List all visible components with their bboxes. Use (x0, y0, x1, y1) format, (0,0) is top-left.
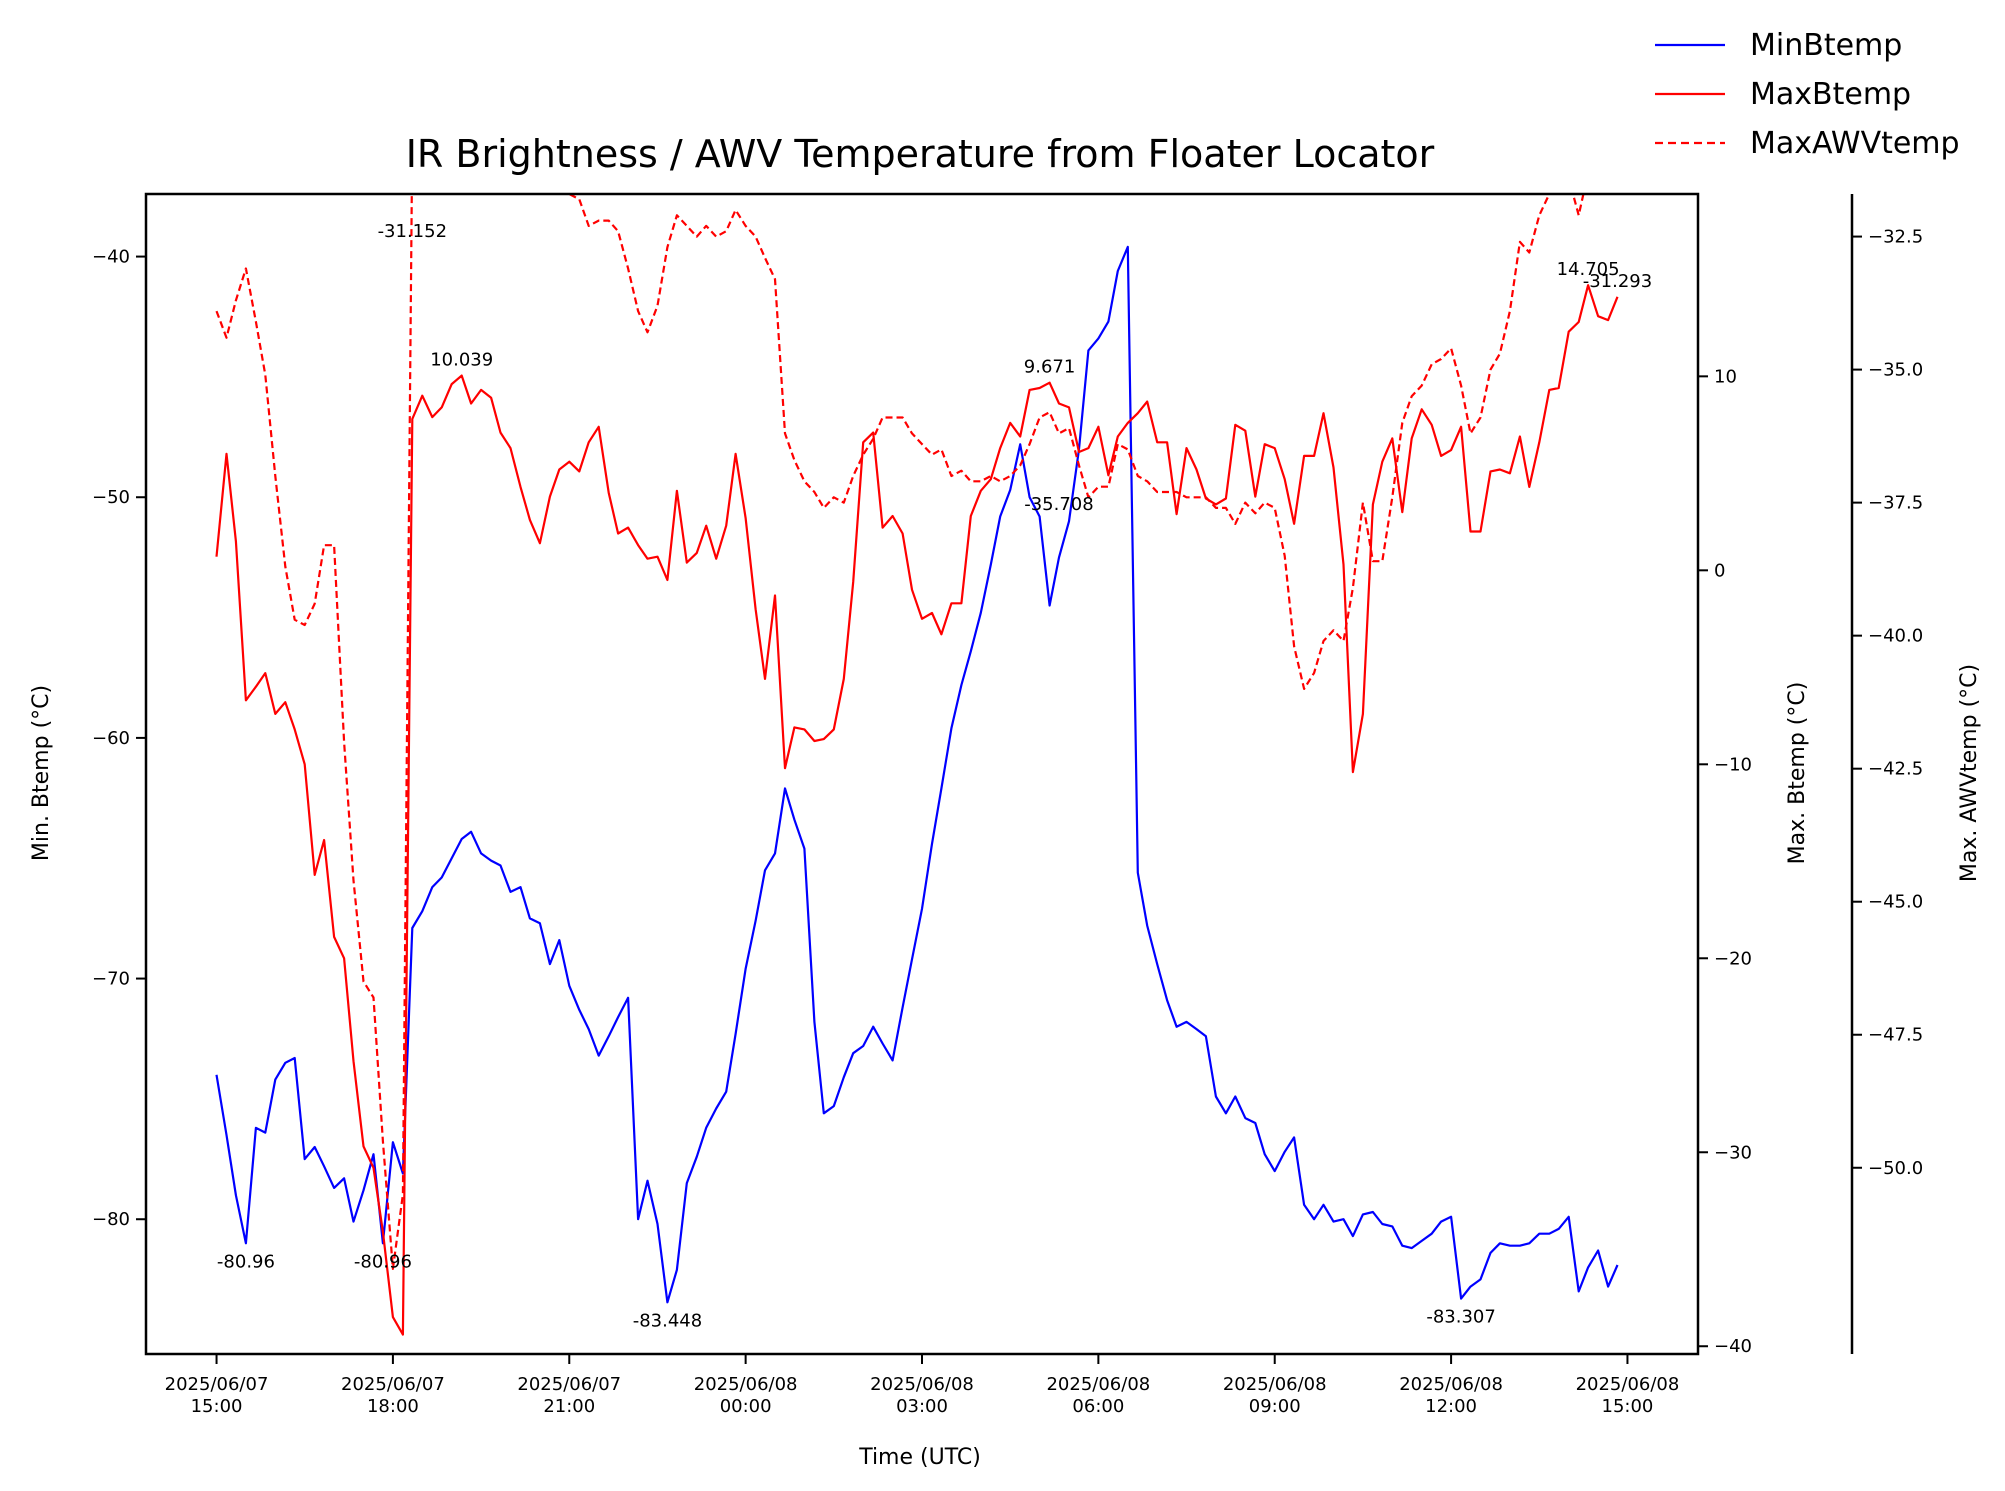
x-tick-label-date: 2025/06/07 (165, 1374, 269, 1395)
y2-tick-label: 10 (1714, 366, 1737, 387)
y1-tick-label: −50 (92, 487, 130, 508)
series-line-maxawvtemp (215, 194, 1585, 1270)
data-annotation: 9.671 (1024, 357, 1076, 378)
x-tick-label-time: 12:00 (1425, 1396, 1477, 1417)
y2-tick-label: 0 (1714, 560, 1725, 581)
x-tick-label-date: 2025/06/07 (517, 1374, 621, 1395)
annotations: -80.96 -80.96 -83.448 -83.307 -31.152 10.039 9… (217, 221, 1652, 1331)
plot-area (144, 192, 1700, 1356)
x-tick-label-time: 09:00 (1249, 1396, 1301, 1417)
y1-tick-label: −60 (92, 728, 130, 749)
x-tick-label-time: 15:00 (1602, 1396, 1654, 1417)
y1-tick-label: −80 (92, 1209, 130, 1230)
y2-tick-label: −40 (1714, 1336, 1752, 1357)
y3-tick-label: −35.0 (1868, 360, 1923, 381)
plot-frame (144, 192, 1700, 1356)
y3-tick-label: −47.5 (1868, 1025, 1923, 1046)
y3-tick-label: −45.0 (1868, 892, 1923, 913)
x-axis-label: Time (UTC) (858, 1445, 981, 1470)
y2-tick-label: −20 (1714, 948, 1752, 969)
y3-tick-label: −42.5 (1868, 759, 1923, 780)
x-tick-label-time: 00:00 (720, 1396, 772, 1417)
data-annotation: -31.152 (378, 221, 447, 242)
x-axis: 2025/06/0715:002025/06/0718:002025/06/07… (165, 1354, 1680, 1417)
data-annotation: -31.293 (1583, 271, 1652, 292)
x-tick-label-time: 21:00 (543, 1396, 595, 1417)
y2-axis: 10 0 −10 −20 −30 −40 (1698, 366, 1752, 1357)
legend-label-maxawvtemp: MaxAWVtemp (1750, 126, 1960, 161)
y2-tick-label: −30 (1714, 1142, 1752, 1163)
data-annotation: -83.307 (1426, 1307, 1495, 1328)
x-tick-label-date: 2025/06/07 (341, 1374, 445, 1395)
x-tick-label-date: 2025/06/08 (1046, 1374, 1150, 1395)
y3-tick-label: −40.0 (1868, 626, 1923, 647)
y3-tick-label: −50.0 (1868, 1158, 1923, 1179)
series-line-minbtemp (215, 245, 1619, 1304)
data-annotation: 10.039 (430, 350, 493, 371)
y3-axis-label: Max. AWVtemp (°C) (1957, 664, 1982, 882)
x-tick-label-date: 2025/06/08 (1223, 1374, 1327, 1395)
x-tick-label-time: 03:00 (896, 1396, 948, 1417)
data-annotation: 14.705 (1557, 259, 1620, 280)
x-tick-label-date: 2025/06/08 (1576, 1374, 1680, 1395)
legend-label-minbtemp: MinBtemp (1750, 28, 1902, 63)
x-tick-label-time: 18:00 (367, 1396, 419, 1417)
chart-title: IR Brightness / AWV Temperature from Flo… (406, 132, 1435, 176)
x-tick-label-date: 2025/06/08 (694, 1374, 798, 1395)
y3-tick-label: −32.5 (1868, 227, 1923, 248)
y2-tick-label: −10 (1714, 754, 1752, 775)
series-line-maxbtemp (215, 284, 1619, 1336)
y3-tick-label: −37.5 (1868, 493, 1923, 514)
x-tick-label-date: 2025/06/08 (1399, 1374, 1503, 1395)
data-annotation: -35.708 (1024, 494, 1093, 515)
data-annotation: -80.96 (354, 1251, 412, 1272)
legend: MinBtemp MaxBtemp MaxAWVtemp (1655, 28, 1960, 161)
y3-axis: −32.5 −35.0 −37.5 −40.0 −42.5 −45.0 −47.5 −50.0 (1852, 227, 1923, 1179)
x-tick-label-time: 06:00 (1072, 1396, 1124, 1417)
y2-axis-label: Max. Btemp (°C) (1785, 682, 1810, 865)
y1-tick-label: −70 (92, 969, 130, 990)
y1-tick-label: −40 (92, 247, 130, 268)
y1-axis-label: Min. Btemp (°C) (29, 685, 54, 861)
x-tick-label-date: 2025/06/08 (870, 1374, 974, 1395)
data-annotation: -83.448 (633, 1310, 702, 1331)
legend-label-maxbtemp: MaxBtemp (1750, 77, 1911, 112)
x-tick-label-time: 15:00 (191, 1396, 243, 1417)
y1-axis: −40 −50 −60 −70 −80 (92, 247, 146, 1230)
data-annotation: -80.96 (217, 1251, 275, 1272)
